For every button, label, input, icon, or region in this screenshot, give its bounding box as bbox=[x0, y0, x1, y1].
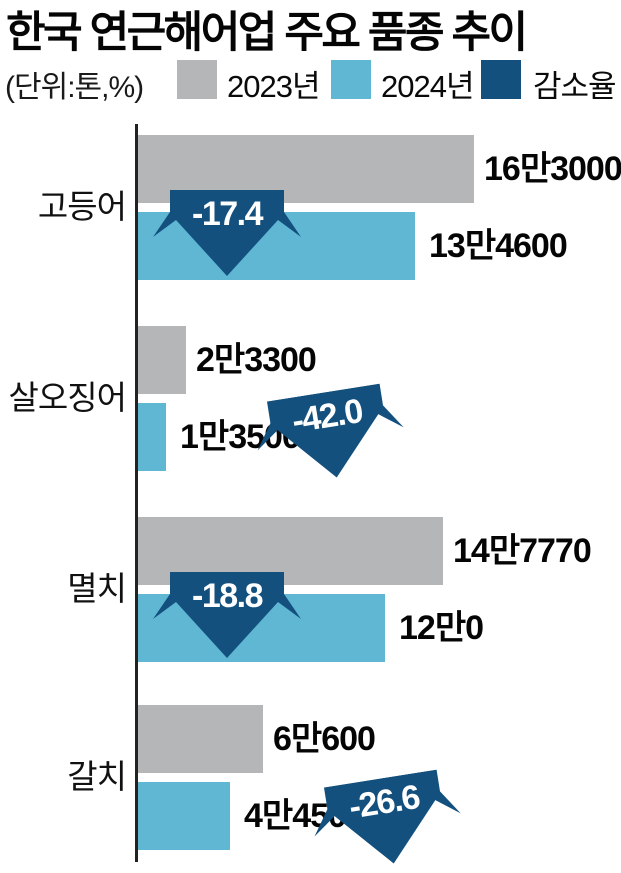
decrease-rate-value: -17.4 bbox=[192, 195, 264, 233]
legend-label-2024: 2024년 bbox=[381, 69, 474, 104]
bar-2023 bbox=[138, 705, 263, 773]
category-label: 멸치 bbox=[67, 570, 127, 607]
decrease-badge: -18.8 bbox=[152, 572, 302, 658]
bar-2023 bbox=[138, 326, 186, 394]
legend-swatch-2024 bbox=[331, 60, 371, 99]
down-arrow-icon bbox=[257, 383, 404, 478]
bar-2024 bbox=[138, 403, 166, 471]
value-label-2024: 13만4600 bbox=[429, 227, 568, 265]
category-label: 고등어 bbox=[37, 188, 127, 225]
category-label: 갈치 bbox=[67, 758, 127, 795]
value-label-2023: 14만7770 bbox=[453, 532, 592, 570]
page-title: 한국 연근해어업 주요 품종 추이 bbox=[6, 9, 528, 57]
legend-swatch-decrease bbox=[481, 60, 521, 99]
legend: (단위:톤,%) 2023년 2024년 감소율 bbox=[0, 56, 621, 104]
decrease-badge: -17.4 bbox=[152, 190, 302, 276]
bar-2024 bbox=[138, 782, 230, 850]
legend-swatch-2023 bbox=[177, 60, 217, 99]
decrease-badge: -42.0 bbox=[249, 381, 411, 489]
unit-label: (단위:톤,%) bbox=[5, 71, 144, 104]
decrease-rate-value: -18.8 bbox=[192, 577, 264, 615]
value-label-2023: 16만3000 bbox=[484, 150, 621, 188]
down-arrow-icon bbox=[153, 190, 301, 276]
down-arrow-icon bbox=[153, 572, 301, 658]
down-arrow-icon bbox=[314, 769, 461, 864]
y-axis-line bbox=[135, 124, 138, 862]
legend-label-decrease: 감소율 bbox=[533, 69, 617, 104]
legend-label-2023: 2023년 bbox=[227, 69, 320, 104]
value-label-2023: 2만3300 bbox=[196, 341, 317, 379]
decrease-badge: -26.6 bbox=[306, 767, 468, 873]
category-label: 살오징어 bbox=[8, 379, 127, 416]
value-label-2023: 6만600 bbox=[273, 720, 376, 758]
value-label-2024: 12만0 bbox=[399, 609, 484, 647]
